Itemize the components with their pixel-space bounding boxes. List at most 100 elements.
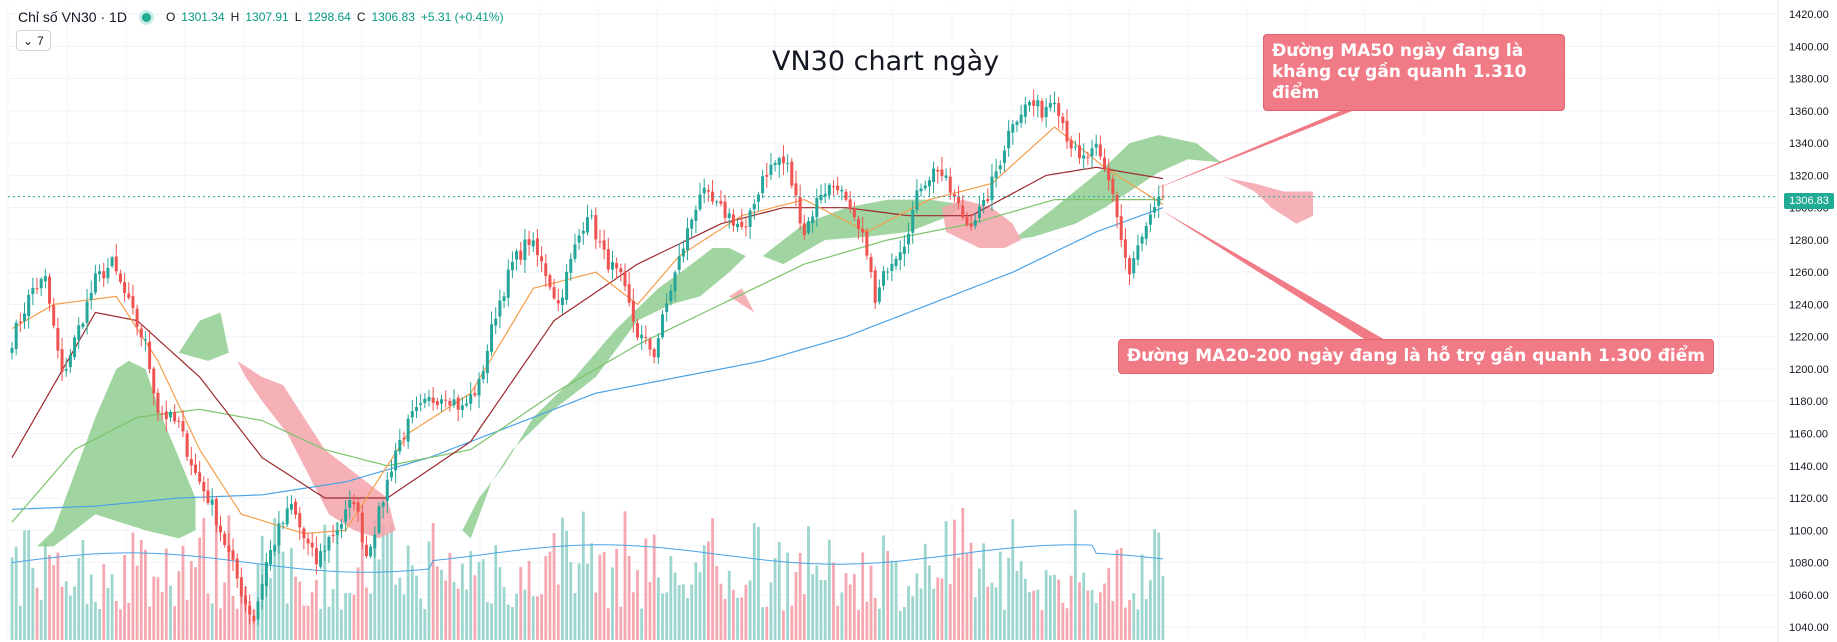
candle-body	[269, 549, 273, 565]
candle-body	[143, 339, 147, 341]
volume-bar	[285, 603, 289, 640]
volume-bar	[194, 567, 197, 640]
volume-bar	[890, 560, 894, 640]
volume-bar	[623, 511, 627, 640]
volume-bar	[536, 596, 539, 640]
volume-bar	[135, 565, 139, 640]
candle-body	[573, 244, 577, 259]
volume-bar	[978, 568, 981, 640]
candle-body	[686, 228, 690, 251]
candle-body	[648, 339, 652, 350]
y-tick-label: 1340.00	[1789, 138, 1829, 150]
candle-body	[1032, 100, 1036, 106]
candle-body	[331, 535, 335, 537]
volume-bar	[373, 519, 377, 640]
volume-bar	[35, 587, 39, 640]
volume-bar	[440, 569, 443, 640]
candle-body	[1090, 148, 1094, 157]
volume-bar	[1023, 578, 1027, 640]
volume-bar	[465, 589, 468, 640]
candle-body	[131, 296, 135, 308]
volume-bar	[315, 579, 318, 640]
volume-bar	[957, 557, 960, 640]
candle-body	[923, 185, 927, 189]
volume-bar	[811, 573, 815, 640]
candle-body	[786, 163, 790, 165]
volume-bar	[652, 534, 656, 640]
volume-bar	[331, 588, 335, 640]
candle-body	[31, 287, 35, 295]
candle-body	[898, 252, 902, 261]
volume-bar	[556, 584, 560, 640]
volume-bar	[673, 572, 677, 640]
annotation-pointer-support	[1158, 208, 1392, 344]
volume-bar	[1011, 519, 1015, 640]
volume-bar	[928, 565, 931, 640]
volume-bar	[39, 599, 43, 640]
volume-bar	[1082, 572, 1086, 640]
candle-body	[565, 271, 569, 300]
candle-body	[1078, 145, 1082, 159]
volume-bar	[494, 545, 498, 640]
volume-bar	[1032, 590, 1036, 640]
candle-body	[961, 205, 965, 218]
candle-body	[644, 336, 648, 338]
candle-body	[756, 194, 760, 202]
candle-body	[769, 164, 773, 175]
high-label: H	[230, 10, 240, 24]
volume-bar	[932, 588, 935, 640]
volume-bar	[598, 554, 602, 640]
candle-body	[998, 165, 1002, 170]
candle-body	[727, 213, 731, 219]
y-tick-label: 1360.00	[1789, 106, 1829, 118]
candle-body	[1103, 157, 1107, 169]
volume-bar	[23, 530, 26, 640]
volume-bar	[982, 543, 986, 640]
volume-bar	[335, 521, 339, 640]
candle-body	[990, 176, 994, 201]
candle-body	[323, 550, 327, 552]
volume-bar	[1128, 599, 1131, 640]
low-value: 1298.64	[307, 10, 351, 24]
candle-body	[302, 528, 306, 539]
volume-bar	[969, 542, 973, 640]
candle-body	[89, 292, 93, 300]
high-value: 1307.91	[245, 10, 289, 24]
volume-bar	[214, 506, 218, 640]
volume-bar	[757, 526, 760, 640]
candle-body	[936, 169, 940, 172]
volume-bar	[89, 574, 93, 640]
candle-body	[214, 498, 218, 526]
candle-body	[460, 405, 464, 411]
candle-body	[940, 169, 944, 177]
volume-bar	[377, 559, 381, 640]
volume-bar	[953, 519, 956, 640]
volume-bar	[106, 587, 110, 640]
volume-bar	[431, 523, 435, 640]
volume-bar	[998, 551, 1002, 640]
market-status-icon	[138, 9, 154, 25]
candle-body	[85, 301, 89, 323]
candle-body	[1132, 258, 1136, 274]
candle-body	[656, 338, 660, 358]
volume-bar	[269, 578, 272, 640]
volume-bar	[473, 575, 477, 640]
candle-body	[1073, 146, 1077, 148]
candle-body	[1057, 103, 1061, 117]
volume-bar	[894, 561, 898, 640]
indicators-toggle-button[interactable]: ⌄ 7	[16, 30, 51, 51]
volume-bar	[727, 570, 731, 640]
volume-bar	[944, 521, 948, 640]
candle-body	[319, 551, 323, 567]
candle-body	[494, 318, 498, 326]
volume-bar	[773, 558, 777, 640]
candle-body	[840, 189, 844, 192]
volume-bar	[702, 545, 706, 640]
volume-bar	[1107, 567, 1111, 640]
volume-bar	[356, 567, 360, 640]
volume-bar	[523, 589, 527, 640]
candle-body	[844, 191, 848, 200]
volume-bar	[498, 567, 502, 640]
volume-bar	[561, 517, 564, 640]
